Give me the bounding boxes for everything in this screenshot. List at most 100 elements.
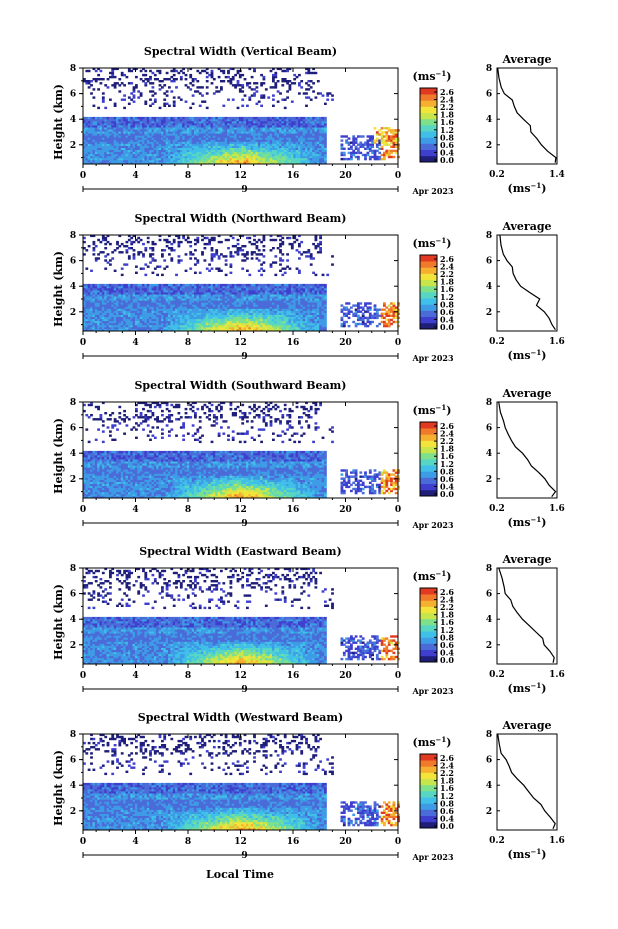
heatmap-cell <box>151 157 155 161</box>
heatmap-cell <box>316 137 320 140</box>
heatmap-cell <box>394 133 398 136</box>
heatmap-cell <box>92 318 96 322</box>
heatmap-cell <box>130 298 134 301</box>
heatmap-cell <box>279 133 282 136</box>
heatmap-cell <box>198 92 202 95</box>
heatmap-cell <box>397 143 400 146</box>
heatmap-cell <box>156 157 159 161</box>
heatmap-cell <box>215 320 219 324</box>
heatmap-cell <box>168 304 171 307</box>
heatmap-cell <box>196 149 200 153</box>
heatmap-cell <box>231 157 235 161</box>
heatmap-cell <box>99 155 103 159</box>
heatmap-cell <box>113 312 117 315</box>
heatmap-cell <box>116 242 119 246</box>
heatmap-cell <box>198 285 202 289</box>
heatmap-cell <box>127 302 131 305</box>
heatmap-cell <box>182 329 185 332</box>
heatmap-cell <box>314 151 318 155</box>
heatmap-cell <box>222 133 226 136</box>
heatmap-cell <box>203 306 207 309</box>
heatmap-cell <box>281 80 285 83</box>
heatmap-cell <box>144 162 148 165</box>
heatmap-cell <box>205 267 209 270</box>
heatmap-cell <box>120 131 124 134</box>
heatmap-cell <box>87 245 91 248</box>
heatmap-cell <box>210 316 214 320</box>
heatmap-cell <box>125 285 129 289</box>
heatmap-cell <box>135 159 138 163</box>
heatmap-cell <box>305 92 308 95</box>
heatmap-cell <box>210 71 214 75</box>
heatmap-cell <box>165 145 169 148</box>
heatmap-cell <box>130 310 134 313</box>
heatmap-cell <box>312 139 315 142</box>
heatmap-cell <box>236 135 240 138</box>
heatmap-cell <box>309 145 313 148</box>
heatmap-cell <box>286 69 289 73</box>
heatmap-cell <box>125 159 129 163</box>
heatmap-cell <box>191 306 195 309</box>
heatmap-cell <box>305 121 308 124</box>
heatmap-cell <box>203 294 207 297</box>
heatmap-cell <box>309 123 313 126</box>
heatmap-cell <box>262 147 266 150</box>
heatmap-cell <box>250 153 254 157</box>
heatmap-cell <box>196 153 200 157</box>
heatmap-cell <box>165 285 169 289</box>
heatmap-cell <box>153 98 157 101</box>
heatmap-cell <box>177 147 181 150</box>
heatmap-cell <box>321 131 325 134</box>
heatmap-cell <box>168 302 171 305</box>
heatmap-cell <box>229 322 233 326</box>
heatmap-cell <box>217 324 221 328</box>
heatmap-cell <box>210 255 214 258</box>
heatmap-cell <box>215 267 219 270</box>
heatmap-cell <box>220 324 223 328</box>
heatmap-cell <box>286 159 289 163</box>
heatmap-cell <box>149 147 152 150</box>
heatmap-cell <box>194 129 197 132</box>
heatmap-cell <box>283 135 287 138</box>
heatmap-cell <box>272 67 275 71</box>
heatmap-cell <box>224 318 228 322</box>
heatmap-cell <box>83 162 86 165</box>
heatmap-cell <box>158 149 162 153</box>
heatmap-cell <box>142 133 145 136</box>
heatmap-cell <box>307 69 311 73</box>
heatmap-cell <box>250 145 254 148</box>
heatmap-cell <box>373 151 377 155</box>
heatmap-cell <box>217 162 221 165</box>
heatmap-cell <box>120 145 124 148</box>
heatmap-cell <box>106 149 110 153</box>
heatmap-cell <box>179 320 183 324</box>
heatmap-cell <box>234 116 237 120</box>
heatmap-cell <box>354 147 358 150</box>
heatmap-cell <box>158 125 162 128</box>
average-x-unit: (ms−1) <box>507 181 546 195</box>
heatmap-cell <box>229 78 233 81</box>
heatmap-cell <box>132 312 136 315</box>
heatmap-cell <box>283 147 287 150</box>
heatmap-cell <box>298 73 301 77</box>
heatmap-cell <box>220 292 223 295</box>
heatmap-cell <box>125 288 129 291</box>
heatmap-cell <box>281 129 285 132</box>
heatmap-cell <box>106 159 110 163</box>
heatmap-cell <box>234 127 237 130</box>
heatmap-cell <box>229 125 233 128</box>
heatmap-cell <box>170 298 174 301</box>
heatmap-cell <box>208 143 211 146</box>
heatmap-cell <box>113 329 117 332</box>
heatmap-cell <box>125 141 129 144</box>
heatmap-cell <box>236 147 240 150</box>
heatmap-cell <box>215 86 219 89</box>
heatmap-cell <box>175 288 178 291</box>
heatmap-cell <box>149 157 152 161</box>
heatmap-cell <box>210 236 214 240</box>
heatmap-cell <box>158 129 162 132</box>
heatmap-cell <box>172 133 176 136</box>
heatmap-cell <box>246 155 249 159</box>
heatmap-cell <box>146 151 150 155</box>
heatmap-cell <box>205 123 209 126</box>
